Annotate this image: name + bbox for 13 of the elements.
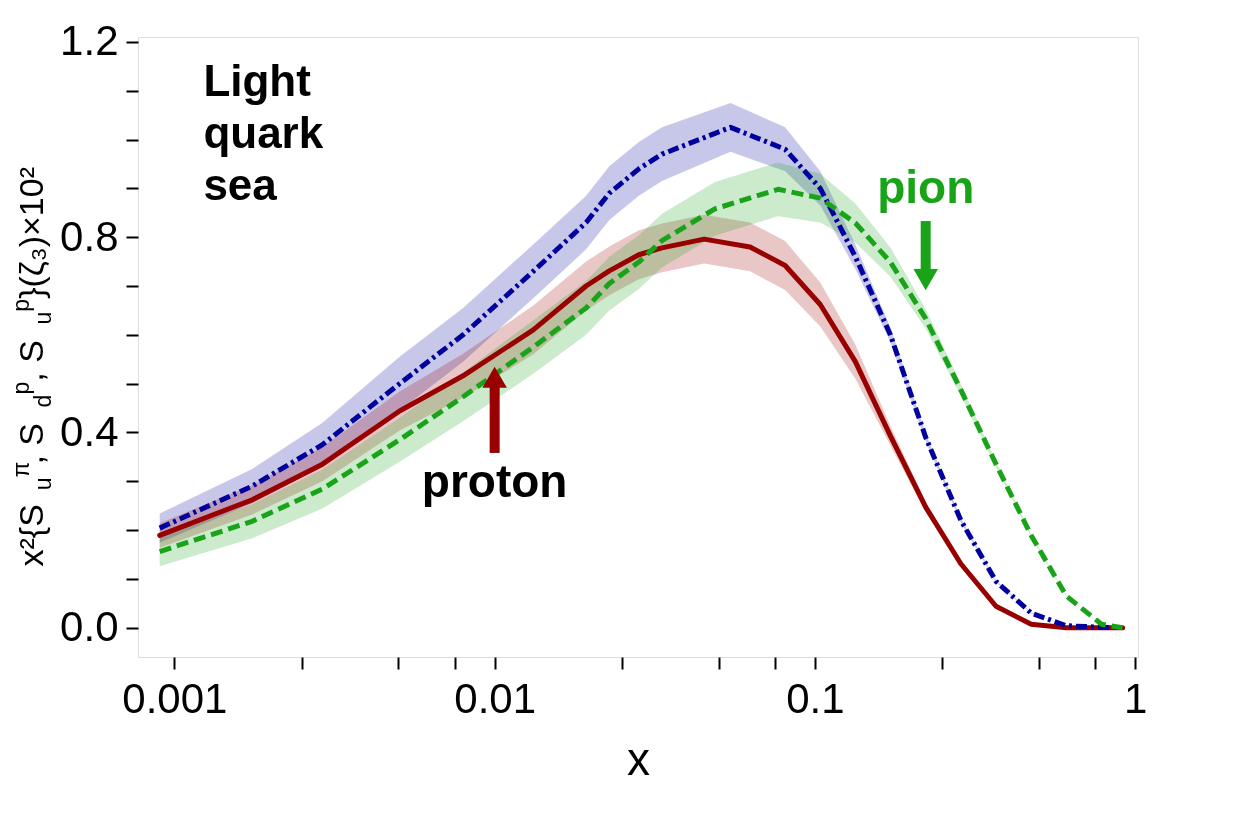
y-tick-label: 0.0 bbox=[60, 603, 119, 651]
x-tick-label: 0.1 bbox=[786, 674, 845, 722]
text: x²{Suπ, Sdp, Sup}(ζ₃)×10² bbox=[8, 167, 56, 567]
y-tick-label: 1.2 bbox=[60, 17, 119, 65]
x-tick-label: 1 bbox=[1124, 674, 1148, 722]
annotation: pion bbox=[877, 161, 975, 214]
y-tick-label: 0.4 bbox=[60, 407, 119, 455]
annotation: proton bbox=[421, 454, 568, 507]
y-tick-label: 0.8 bbox=[60, 212, 119, 260]
annotation: Light quark sea bbox=[203, 56, 324, 210]
x-axis-title: x bbox=[627, 732, 650, 785]
x-tick-label: 0.001 bbox=[122, 674, 228, 722]
x-tick-label: 0.01 bbox=[454, 674, 537, 722]
